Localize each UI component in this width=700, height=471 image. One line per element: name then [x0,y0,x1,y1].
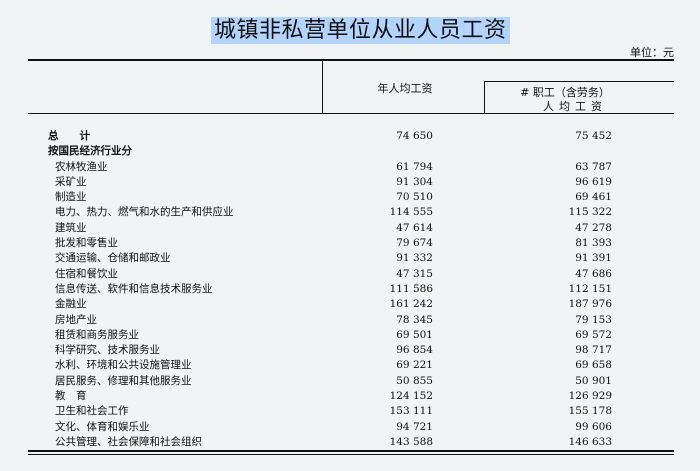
employee-wage-value: 187 976 [568,298,612,311]
table-row: 建筑业 47 614 47 278 [0,221,700,236]
row-label: 批发和零售业 [55,237,118,250]
table-row: 信息传送、软件和信息技术服务业 111 586 112 151 [0,282,700,297]
avg-wage-value: 143 588 [389,435,433,448]
row-label: 采矿业 [55,175,87,188]
table-row: 水利、环境和公共设施管理业 69 221 69 658 [0,358,700,373]
table-row: 交通运输、仓储和邮政业 91 332 91 391 [0,251,700,266]
column-header-avg-wage: 年人均工资 [377,82,433,95]
avg-wage-value: 78 345 [396,313,433,326]
row-label: 住宿和餐饮业 [55,267,118,280]
header-divider [322,60,323,113]
table-row: 采矿业 91 304 96 619 [0,175,700,190]
table-row: 按国民经济行业分 [0,144,700,159]
avg-wage-value: 47 614 [396,221,433,234]
avg-wage-value: 50 855 [396,374,433,387]
avg-wage-value: 79 674 [396,237,433,250]
avg-wage-value: 69 501 [396,328,433,341]
avg-wage-value: 47 315 [396,267,433,280]
table-row: 住宿和餐饮业 47 315 47 686 [0,267,700,282]
employee-wage-value: 115 322 [568,206,612,219]
employee-wage-value: 50 901 [575,374,612,387]
row-label: 租赁和商务服务业 [55,328,139,341]
avg-wage-value: 153 111 [389,405,433,418]
table-row: 租赁和商务服务业 69 501 69 572 [0,328,700,343]
row-label: 金融业 [55,298,87,311]
table-row: 公共管理、社会保障和社会组织 143 588 146 633 [0,435,700,450]
employee-wage-value: 91 391 [575,252,612,265]
employee-wage-value: 75 452 [575,130,612,142]
avg-wage-value: 94 721 [396,420,433,433]
table-row: 电力、热力、燃气和水的生产和供应业 114 555 115 322 [0,205,700,220]
employee-wage-value: 112 151 [568,282,612,295]
avg-wage-value: 69 221 [396,359,433,372]
avg-wage-value: 114 555 [389,206,433,219]
row-label: 总 计 [48,130,90,142]
employee-wage-value: 47 686 [575,267,612,280]
employee-wage-value: 81 393 [575,237,612,250]
table-row: 制造业 70 510 69 461 [0,190,700,205]
table-row: 金融业 161 242 187 976 [0,297,700,312]
employee-wage-value: 126 929 [568,390,612,403]
table-row: 批发和零售业 79 674 81 393 [0,236,700,251]
avg-wage-value: 61 794 [396,160,433,173]
row-label: 科学研究、技术服务业 [55,344,160,357]
table-top-rule [28,59,674,61]
row-label: 公共管理、社会保障和社会组织 [55,435,202,448]
subheader-box [484,81,674,114]
column-header-employees: # 职工（含劳务） [520,86,610,99]
avg-wage-value: 91 332 [396,252,433,265]
row-label: 居民服务、修理和其他服务业 [55,374,192,387]
row-label: 教 育 [55,390,87,403]
table-row: 总 计 74 650 75 452 [0,129,700,144]
row-label: 文化、体育和娱乐业 [55,420,150,433]
employee-wage-value: 99 606 [575,420,612,433]
row-label: 制造业 [55,191,87,204]
employee-wage-value: 96 619 [575,175,612,188]
employee-wage-value: 69 572 [575,328,612,341]
row-label: 信息传送、软件和信息技术服务业 [55,282,213,295]
header-bottom-rule [28,113,674,114]
employee-wage-value: 98 717 [575,344,612,357]
table-bottom-rule-2 [28,454,674,455]
column-header-employees-sub: 人均工资 [543,100,607,113]
employee-wage-value: 63 787 [575,160,612,173]
avg-wage-value: 111 586 [389,282,433,295]
row-label: 房地产业 [55,313,97,326]
avg-wage-value: 161 242 [389,298,433,311]
avg-wage-value: 91 304 [396,175,433,188]
employee-wage-value: 69 658 [575,359,612,372]
row-label: 建筑业 [55,221,87,234]
row-label: 按国民经济行业分 [48,145,132,158]
table-body: 总 计 74 650 75 452 按国民经济行业分农林牧渔业 61 794 63 787… [0,129,700,450]
row-label: 电力、热力、燃气和水的生产和供应业 [55,206,234,219]
avg-wage-value: 74 650 [396,130,433,142]
employee-wage-value: 79 153 [575,313,612,326]
row-label: 水利、环境和公共设施管理业 [55,359,192,372]
employee-wage-value: 47 278 [575,221,612,234]
avg-wage-value: 96 854 [396,344,433,357]
unit-label: 单位：元 [630,46,674,59]
table-row: 文化、体育和娱乐业 94 721 99 606 [0,420,700,435]
table-row: 科学研究、技术服务业 96 854 98 717 [0,343,700,358]
row-label: 卫生和社会工作 [55,405,129,418]
avg-wage-value: 124 152 [389,390,433,403]
employee-wage-value: 69 461 [575,191,612,204]
table-row: 教 育 124 152 126 929 [0,389,700,404]
row-label: 农林牧渔业 [55,160,108,173]
employee-wage-value: 146 633 [568,435,612,448]
avg-wage-value: 70 510 [396,191,433,204]
row-label: 交通运输、仓储和邮政业 [55,252,171,265]
table-row: 房地产业 78 345 79 153 [0,313,700,328]
table-bottom-rule [28,450,674,452]
table-row: 卫生和社会工作 153 111 155 178 [0,404,700,419]
document-title: 城镇非私营单位从业人员工资 [211,17,510,44]
employee-wage-value: 155 178 [568,405,612,418]
table-row: 居民服务、修理和其他服务业 50 855 50 901 [0,374,700,389]
table-row: 农林牧渔业 61 794 63 787 [0,160,700,175]
